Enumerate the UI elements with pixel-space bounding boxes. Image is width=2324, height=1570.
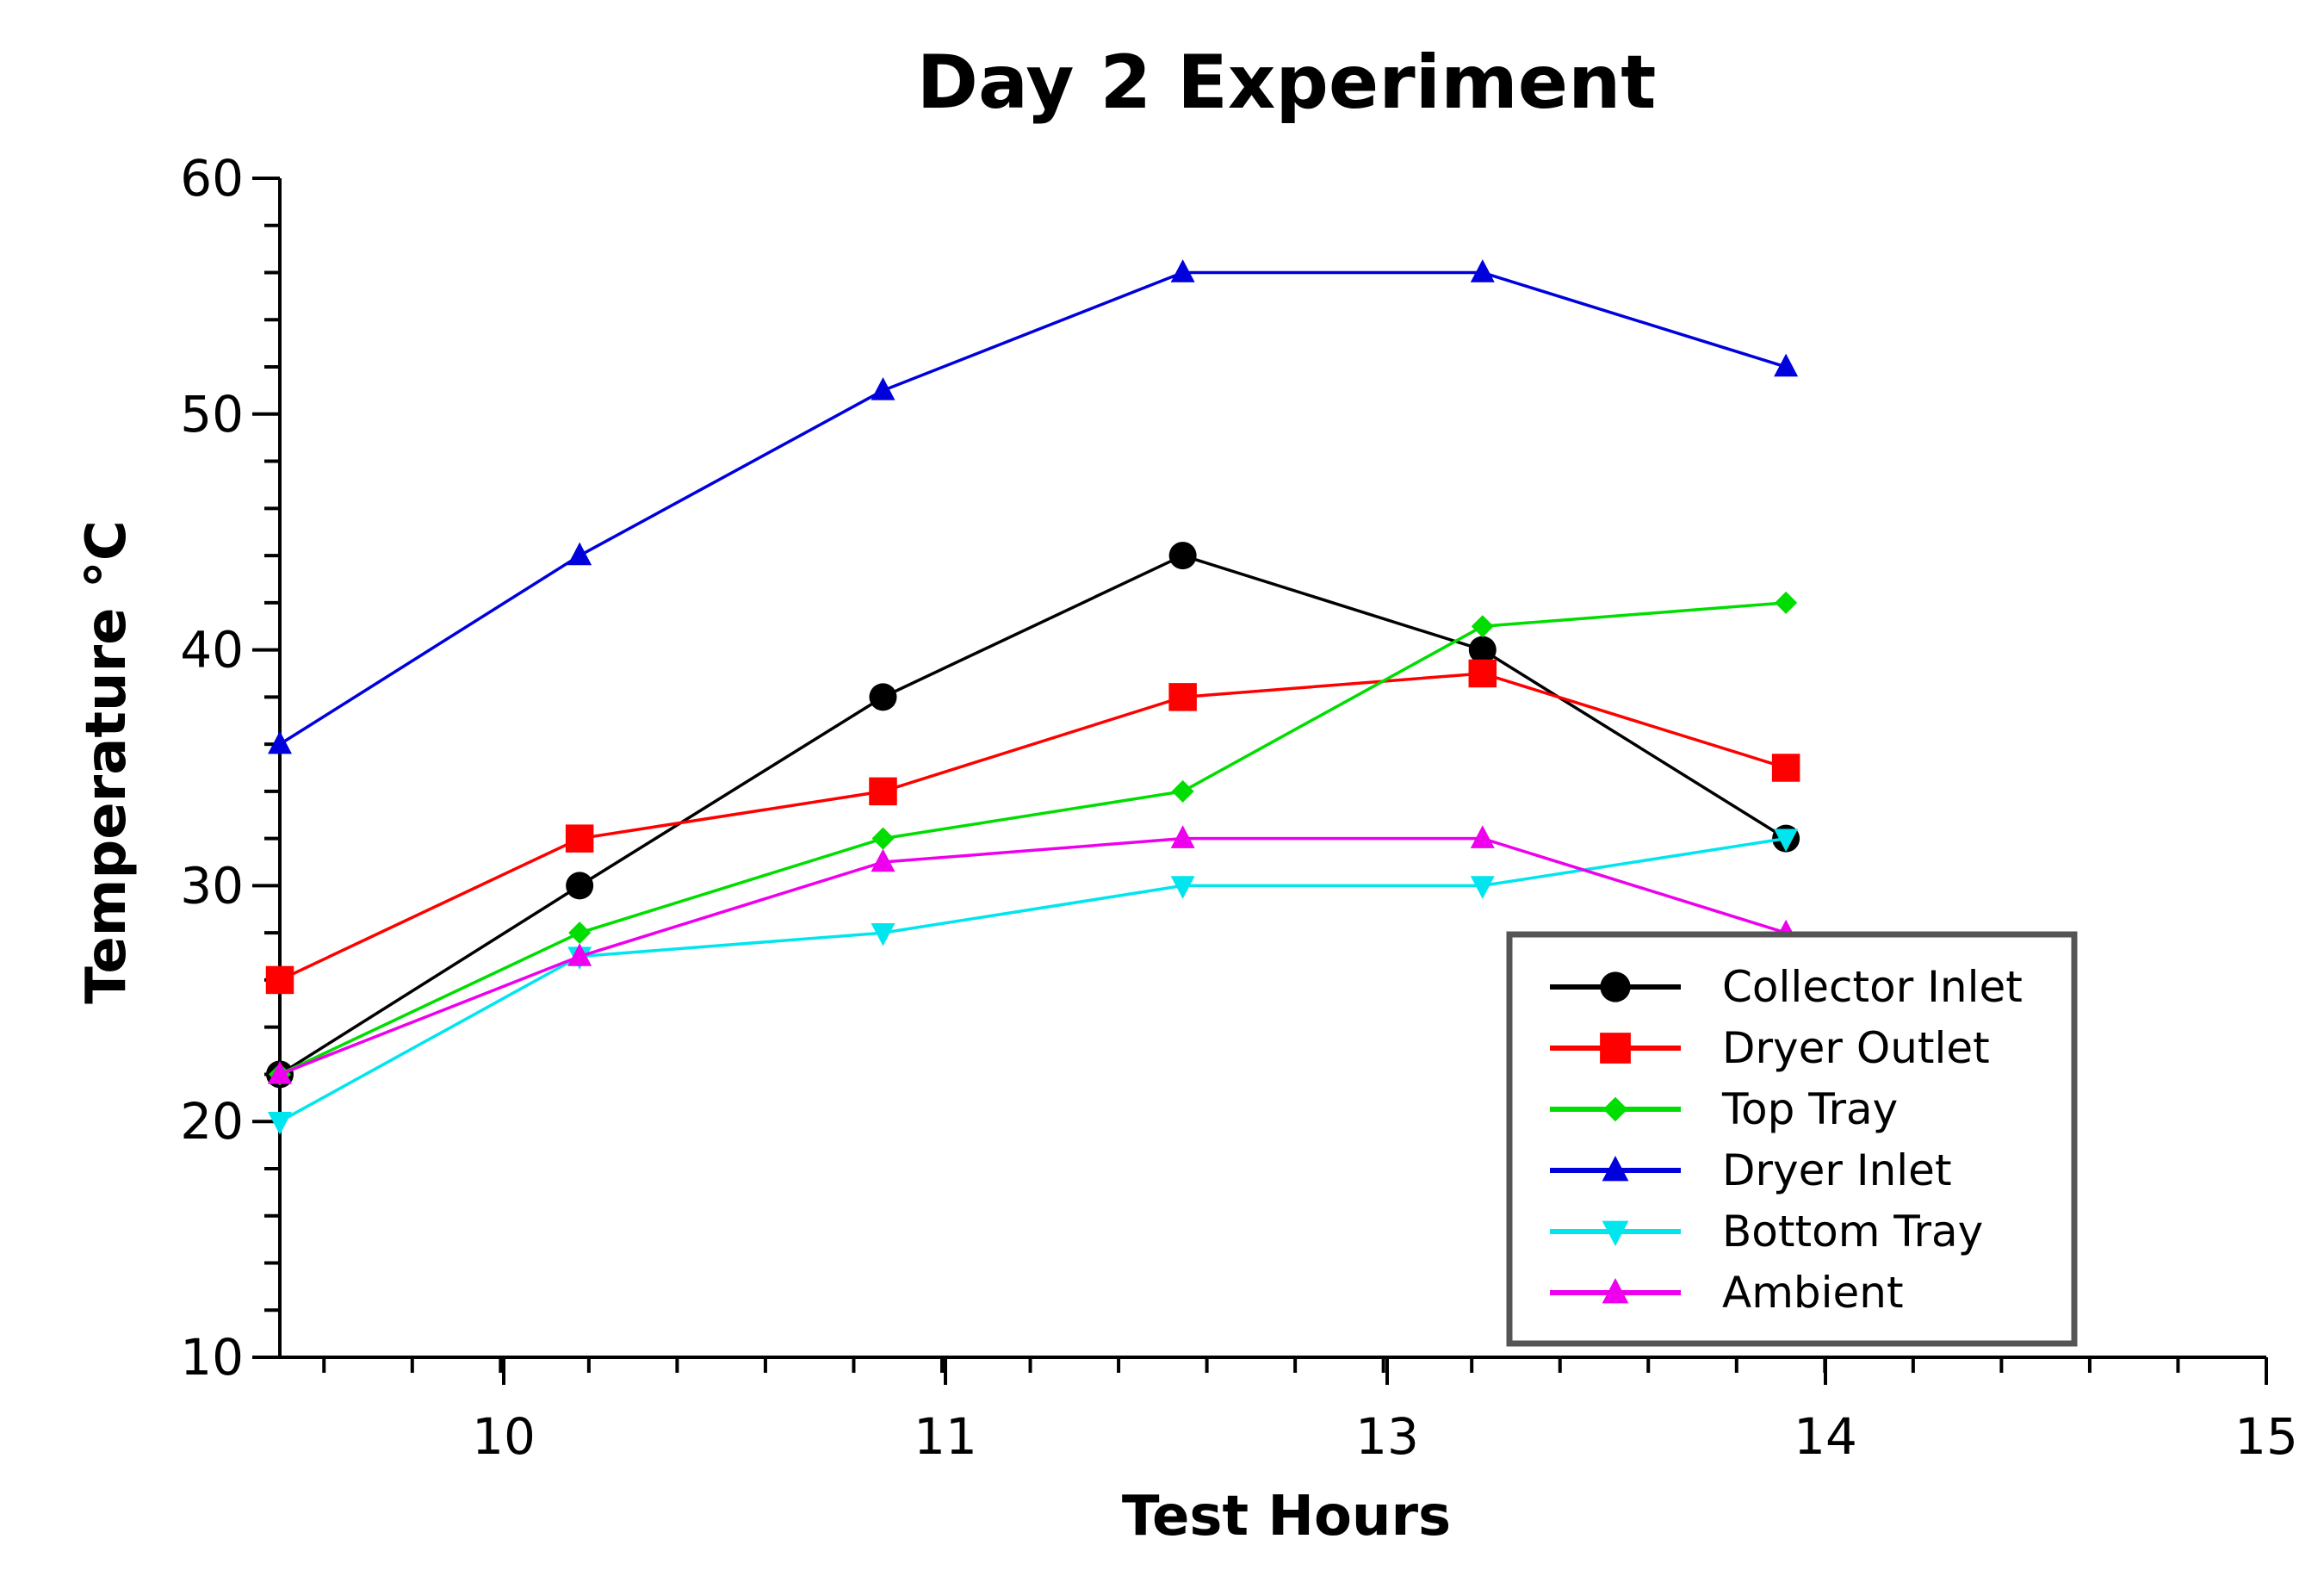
legend-entry: Collector Inlet [1550, 962, 2023, 1012]
series-top-tray [269, 591, 1798, 1086]
y-tick-label: 40 [180, 621, 244, 680]
legend-label: Collector Inlet [1722, 962, 2023, 1012]
data-point [568, 922, 592, 945]
legend: Collector Inlet Dryer Outlet Top Tray Dryer… [1506, 931, 2078, 1347]
data-point [566, 872, 594, 900]
data-point [1168, 542, 1197, 570]
data-point [871, 377, 896, 400]
data-point [1468, 636, 1497, 664]
legend-box [1506, 931, 2078, 1347]
y-ticks: 60 50 40 30 20 10 [180, 149, 280, 1387]
series-collector-inlet [266, 542, 1800, 1089]
data-point [1170, 876, 1195, 899]
legend-entry: Top Tray [1550, 1084, 1898, 1134]
series-bottom-tray [268, 828, 1799, 1135]
axes [278, 178, 2266, 1359]
data-point [1168, 683, 1197, 711]
x-tick-label: 11 [914, 1407, 977, 1466]
data-point [1470, 825, 1495, 848]
legend-label: Top Tray [1721, 1084, 1898, 1134]
data-point [1470, 876, 1495, 899]
x-tick-label: 13 [1355, 1407, 1419, 1466]
chart-title: Day 2 Experiment [917, 40, 1657, 126]
data-point [1470, 259, 1495, 282]
legend-marker [1600, 1033, 1631, 1064]
series-line [279, 554, 1788, 1076]
y-tick-label: 30 [180, 856, 244, 915]
x-tick-label: 15 [2234, 1407, 2298, 1466]
data-point [871, 922, 896, 946]
legend-entry: Ambient [1550, 1268, 1904, 1318]
series-dryer-outlet [265, 659, 1800, 995]
legend-marker [1602, 1156, 1629, 1182]
legend-label: Bottom Tray [1722, 1207, 1983, 1257]
data-point [871, 827, 895, 850]
legend-label: Ambient [1722, 1268, 1904, 1318]
series-group [265, 259, 1800, 1135]
legend-label: Dryer Outlet [1722, 1023, 1990, 1073]
y-tick-label: 20 [180, 1092, 244, 1151]
data-point [869, 777, 897, 806]
y-tick-label: 50 [180, 385, 244, 444]
legend-marker [1602, 1278, 1629, 1304]
series-line [279, 836, 1787, 1123]
data-point [565, 824, 594, 853]
y-tick-label: 10 [180, 1328, 244, 1387]
data-point [268, 1061, 292, 1084]
legend-entry: Dryer Inlet [1550, 1145, 1952, 1195]
x-ticks: 10 11 13 14 15 [322, 1357, 2298, 1466]
legend-label: Dryer Inlet [1722, 1145, 1952, 1195]
x-tick-label: 14 [1794, 1407, 1857, 1466]
legend-marker [1602, 1096, 1628, 1122]
data-point [869, 683, 897, 711]
x-axis-title: Test Hours [1122, 1485, 1451, 1548]
x-tick-label: 10 [472, 1407, 536, 1466]
y-tick-label: 60 [180, 149, 244, 208]
y-axis-title: Temperature °C [75, 520, 139, 1004]
data-point [1775, 591, 1798, 614]
data-point [1774, 828, 1799, 853]
legend-entry: Bottom Tray [1550, 1207, 1983, 1257]
data-point [265, 965, 294, 995]
data-point [1774, 353, 1799, 377]
data-point [1771, 754, 1800, 782]
series-line [279, 672, 1787, 982]
series-line [279, 601, 1787, 1077]
legend-entry: Dryer Outlet [1550, 1023, 1990, 1073]
legend-marker [1602, 1220, 1629, 1246]
legend-marker [1600, 971, 1631, 1002]
series-line [279, 836, 1787, 1077]
data-point [567, 943, 592, 966]
data-point [1171, 779, 1194, 803]
series-line [279, 270, 1787, 746]
data-point [268, 730, 292, 754]
data-point [871, 848, 896, 872]
data-point [1468, 659, 1497, 688]
data-point [567, 542, 592, 566]
data-point [1170, 825, 1195, 848]
data-point [268, 1112, 292, 1135]
data-point [1170, 259, 1195, 282]
series-dryer-inlet [268, 259, 1799, 754]
data-point [1471, 615, 1494, 638]
